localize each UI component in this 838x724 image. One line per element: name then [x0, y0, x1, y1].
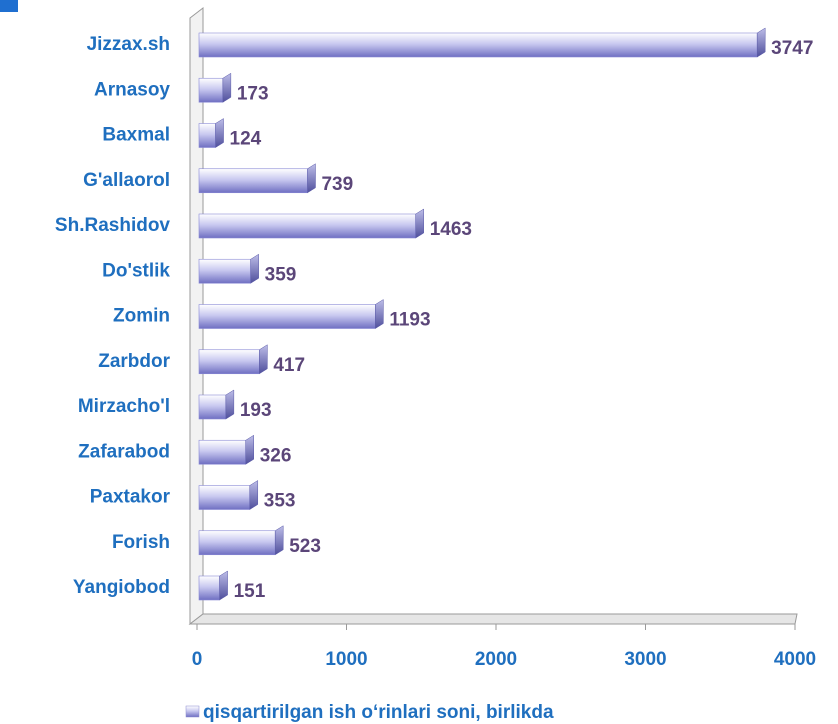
- bar: [198, 118, 224, 148]
- bar-cap: [245, 434, 254, 465]
- bar-cap: [415, 208, 424, 239]
- bar: [198, 480, 259, 510]
- legend-swatch: [185, 705, 200, 718]
- bar-body: [198, 349, 260, 375]
- x-tick-label: 2000: [475, 649, 517, 670]
- value-label: 193: [240, 400, 272, 421]
- value-label: 353: [264, 491, 296, 512]
- bar-body: [198, 530, 276, 556]
- bar: [198, 525, 284, 556]
- value-label: 1463: [430, 219, 472, 240]
- category-label: Mirzacho'l: [78, 396, 170, 417]
- bar: [198, 299, 384, 329]
- value-label: 359: [265, 264, 297, 285]
- bar-body: [198, 123, 216, 148]
- value-label: 151: [234, 581, 266, 602]
- bar: [198, 72, 232, 103]
- category-label: Do'stlik: [102, 260, 170, 281]
- category-label: Arnasoy: [94, 79, 170, 100]
- bar: [198, 570, 228, 601]
- bar-cap: [225, 389, 235, 420]
- value-label: 124: [230, 129, 262, 150]
- value-label: 523: [289, 536, 321, 557]
- bar-cap: [249, 480, 259, 510]
- x-tick-label: 3000: [624, 649, 666, 670]
- bar: [198, 208, 424, 239]
- bar-body: [198, 213, 417, 239]
- bar-body: [198, 394, 227, 420]
- value-label: 326: [260, 445, 292, 466]
- category-label: Baxmal: [102, 125, 170, 146]
- legend-label: qisqartirilgan ish o‘rinlari soni, birli…: [203, 702, 554, 723]
- bar: [198, 253, 259, 284]
- bar-body: [198, 77, 224, 103]
- bar-cap: [756, 27, 766, 58]
- bar-body: [198, 168, 308, 194]
- bar-body: [198, 439, 247, 465]
- bar-cap: [250, 253, 259, 284]
- bar-cap: [375, 299, 384, 329]
- bar: [198, 389, 235, 420]
- bar: [198, 434, 254, 465]
- category-label: Yangiobod: [73, 577, 170, 598]
- bar: [198, 27, 766, 58]
- category-label: Sh.Rashidov: [55, 215, 171, 236]
- bar-cap: [274, 525, 284, 556]
- category-label: G'allaorol: [83, 170, 170, 191]
- bar: [198, 163, 316, 194]
- bar-cap: [259, 344, 268, 375]
- bar-body: [198, 258, 251, 284]
- category-label: Zarbdor: [98, 351, 170, 372]
- axis-floor: [188, 613, 798, 625]
- value-label: 417: [273, 355, 305, 376]
- bar-body: [198, 485, 251, 510]
- value-label: 739: [321, 174, 353, 195]
- category-label: Zafarabod: [78, 441, 170, 462]
- category-label: Forish: [112, 532, 170, 553]
- bar-cap: [215, 118, 224, 148]
- bar-body: [198, 32, 758, 58]
- bar-cap: [219, 570, 228, 601]
- bar-cap: [222, 72, 232, 103]
- corner-marker: [0, 0, 18, 12]
- x-tick-label: 1000: [325, 649, 367, 670]
- value-label: 1193: [389, 310, 430, 331]
- category-label: Jizzax.sh: [87, 34, 170, 55]
- value-label: 173: [237, 83, 269, 104]
- category-label: Paxtakor: [90, 487, 171, 508]
- value-label: 3747: [771, 38, 813, 59]
- category-label: Zomin: [113, 306, 170, 327]
- bar-cap: [307, 163, 316, 194]
- x-tick-label: 4000: [774, 649, 816, 670]
- x-tick-label: 0: [192, 649, 203, 670]
- bar-body: [198, 575, 220, 601]
- bar-body: [198, 304, 376, 329]
- bar: [198, 344, 268, 375]
